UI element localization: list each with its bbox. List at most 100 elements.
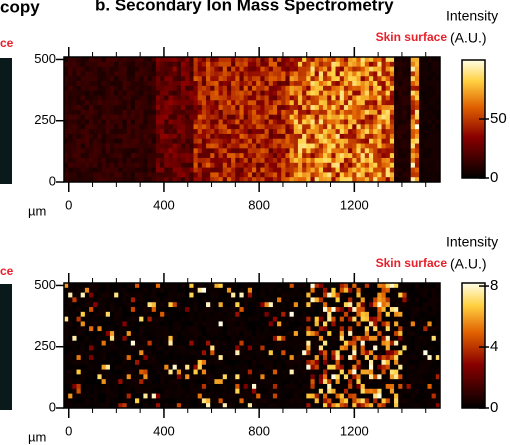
- heatmap-cell: [336, 379, 341, 384]
- heatmap-cell: [189, 307, 194, 312]
- heatmap-cell: [407, 389, 412, 394]
- heatmap-cell: [373, 71, 378, 76]
- heatmap-cell: [210, 95, 215, 100]
- heatmap-cell: [390, 384, 395, 389]
- heatmap-cell: [68, 120, 73, 125]
- heatmap-cell: [173, 124, 178, 129]
- heatmap-cell: [260, 302, 265, 307]
- heatmap-cell: [369, 100, 374, 105]
- heatmap-cell: [386, 76, 391, 81]
- heatmap-cell: [306, 62, 311, 67]
- heatmap-cell: [210, 172, 215, 177]
- heatmap-cell: [327, 120, 332, 125]
- heatmap-cell: [373, 144, 378, 149]
- heatmap-cell: [93, 100, 98, 105]
- heatmap-cell: [223, 120, 228, 125]
- heatmap-cell: [419, 139, 424, 144]
- heatmap-cell: [427, 384, 432, 389]
- heatmap-cell: [377, 317, 382, 322]
- heatmap-cell: [114, 168, 119, 173]
- heatmap-cell: [214, 110, 219, 115]
- heatmap-cell: [373, 341, 378, 346]
- heatmap-cell: [423, 172, 428, 177]
- heatmap-cell: [89, 86, 94, 91]
- heatmap-cell: [181, 139, 186, 144]
- heatmap-cell: [252, 144, 257, 149]
- heatmap-cell: [281, 302, 286, 307]
- heatmap-cell: [423, 365, 428, 370]
- heatmap-cell: [327, 283, 332, 288]
- heatmap-cell: [143, 341, 148, 346]
- heatmap-cell: [181, 283, 186, 288]
- heatmap-cell: [81, 62, 86, 67]
- heatmap-cell: [402, 110, 407, 115]
- heatmap-cell: [365, 293, 370, 298]
- heatmap-cell: [227, 129, 232, 134]
- heatmap-cell: [273, 134, 278, 139]
- x-tick-label: 800: [248, 197, 270, 212]
- heatmap-cell: [118, 346, 123, 351]
- heatmap-cell: [281, 86, 286, 91]
- heatmap-cell: [356, 71, 361, 76]
- heatmap-cell: [122, 158, 127, 163]
- heatmap-cell: [206, 62, 211, 67]
- heatmap-cell: [223, 355, 228, 360]
- heatmap-cell: [168, 398, 173, 403]
- heatmap-cell: [139, 124, 144, 129]
- heatmap-cell: [89, 71, 94, 76]
- heatmap-cell: [68, 134, 73, 139]
- heatmap-cell: [244, 326, 249, 331]
- heatmap-cell: [290, 172, 295, 177]
- heatmap-cell: [102, 346, 107, 351]
- heatmap-cell: [319, 110, 324, 115]
- heatmap-cell: [110, 360, 115, 365]
- heatmap-cell: [160, 105, 165, 110]
- heatmap-cell: [294, 86, 299, 91]
- heatmap-cell: [382, 134, 387, 139]
- heatmap-cell: [244, 81, 249, 86]
- heatmap-cell: [252, 341, 257, 346]
- heatmap-cell: [432, 394, 437, 399]
- heatmap-cell: [106, 110, 111, 115]
- heatmap-cell: [231, 129, 236, 134]
- heatmap-cell: [89, 81, 94, 86]
- heatmap-cell: [402, 76, 407, 81]
- heatmap-cell: [427, 120, 432, 125]
- heatmap-cell: [327, 374, 332, 379]
- heatmap-cell: [72, 365, 77, 370]
- heatmap-cell: [415, 129, 420, 134]
- heatmap-cell: [323, 297, 328, 302]
- heatmap-cell: [361, 124, 366, 129]
- heatmap-cell: [277, 81, 282, 86]
- heatmap-cell: [323, 81, 328, 86]
- heatmap-cell: [177, 115, 182, 120]
- heatmap-cell: [152, 297, 157, 302]
- heatmap-cell: [68, 398, 73, 403]
- heatmap-cell: [214, 148, 219, 153]
- heatmap-cell: [102, 331, 107, 336]
- heatmap-cell: [373, 360, 378, 365]
- heatmap-cell: [273, 110, 278, 115]
- heatmap-cell: [369, 355, 374, 360]
- heatmap-cell: [285, 341, 290, 346]
- heatmap-cell: [177, 134, 182, 139]
- heatmap-cell: [290, 336, 295, 341]
- heatmap-cell: [206, 350, 211, 355]
- heatmap-cell: [419, 398, 424, 403]
- heatmap-cell: [402, 153, 407, 158]
- heatmap-cell: [336, 293, 341, 298]
- heatmap-cell: [356, 326, 361, 331]
- heatmap-cell: [365, 57, 370, 62]
- heatmap-cell: [398, 365, 403, 370]
- heatmap-cell: [194, 115, 199, 120]
- heatmap-cell: [85, 384, 90, 389]
- heatmap-cell: [206, 302, 211, 307]
- heatmap-cell: [194, 283, 199, 288]
- heatmap-cell: [290, 100, 295, 105]
- heatmap-cell: [327, 134, 332, 139]
- heatmap-cell: [219, 307, 224, 312]
- heatmap-cell: [411, 307, 416, 312]
- heatmap-cell: [185, 293, 190, 298]
- heatmap-cell: [139, 317, 144, 322]
- heatmap-cell: [244, 374, 249, 379]
